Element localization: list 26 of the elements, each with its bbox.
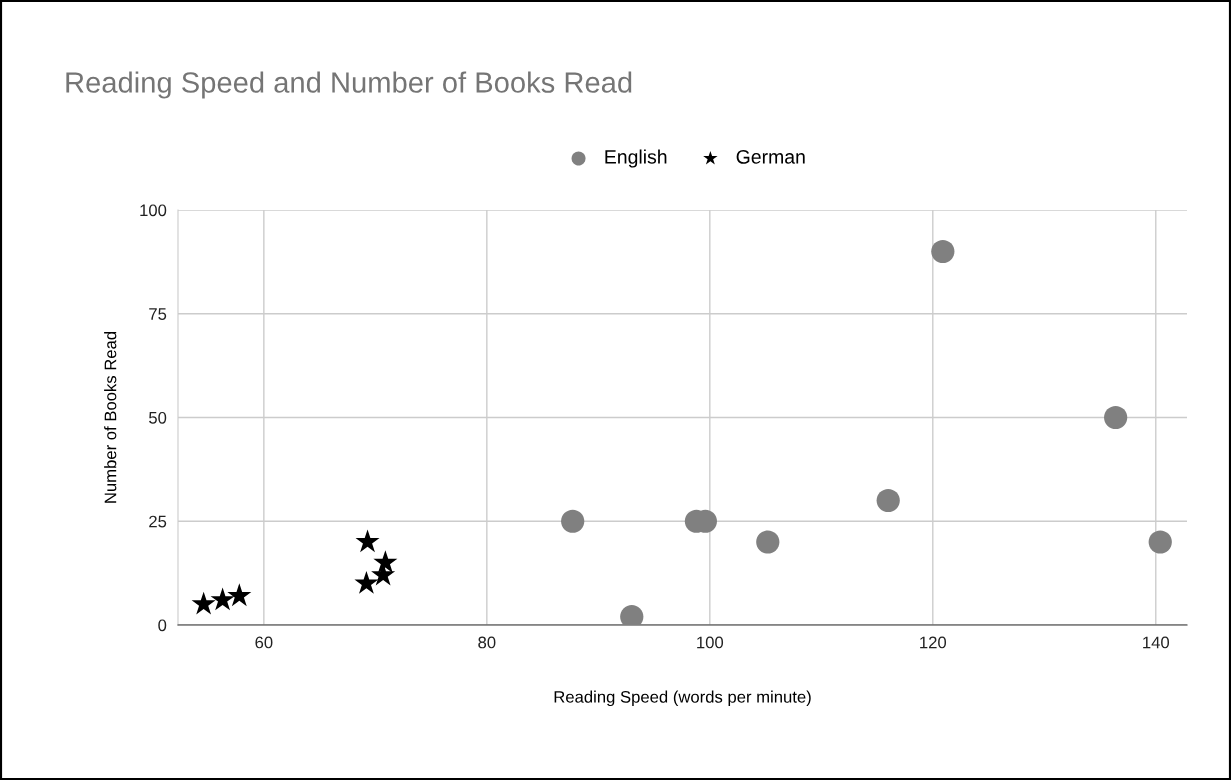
- x-tick-label: 140: [1143, 636, 1170, 649]
- y-tick-label: 50: [149, 411, 167, 424]
- point: [561, 509, 585, 533]
- point: [354, 570, 379, 594]
- y-tick-label: 0: [158, 619, 167, 632]
- y-tick-label: 100: [140, 204, 167, 217]
- x-tick-label: 120: [920, 636, 947, 649]
- x-tick-label: 80: [478, 636, 496, 649]
- point: [191, 591, 216, 615]
- point: [876, 488, 900, 513]
- y-axis-title: Number of Books Read: [104, 331, 117, 503]
- point: [756, 530, 780, 554]
- chart-title: Reading Speed and Number of Books Read: [66, 71, 632, 99]
- point: [1148, 530, 1172, 554]
- y-tick-label: 25: [149, 515, 167, 528]
- x-tick-label: 60: [255, 636, 273, 649]
- point: [210, 587, 235, 611]
- point: [355, 529, 380, 553]
- legend-label: English: [605, 149, 667, 168]
- point: [227, 583, 252, 607]
- x-tick-label: 100: [697, 636, 724, 649]
- point: [1104, 405, 1128, 430]
- y-tick-label: 75: [149, 308, 167, 320]
- x-axis-title: Reading Speed (words per minute): [554, 690, 811, 707]
- point: [931, 239, 955, 264]
- legend-label: German: [736, 149, 805, 164]
